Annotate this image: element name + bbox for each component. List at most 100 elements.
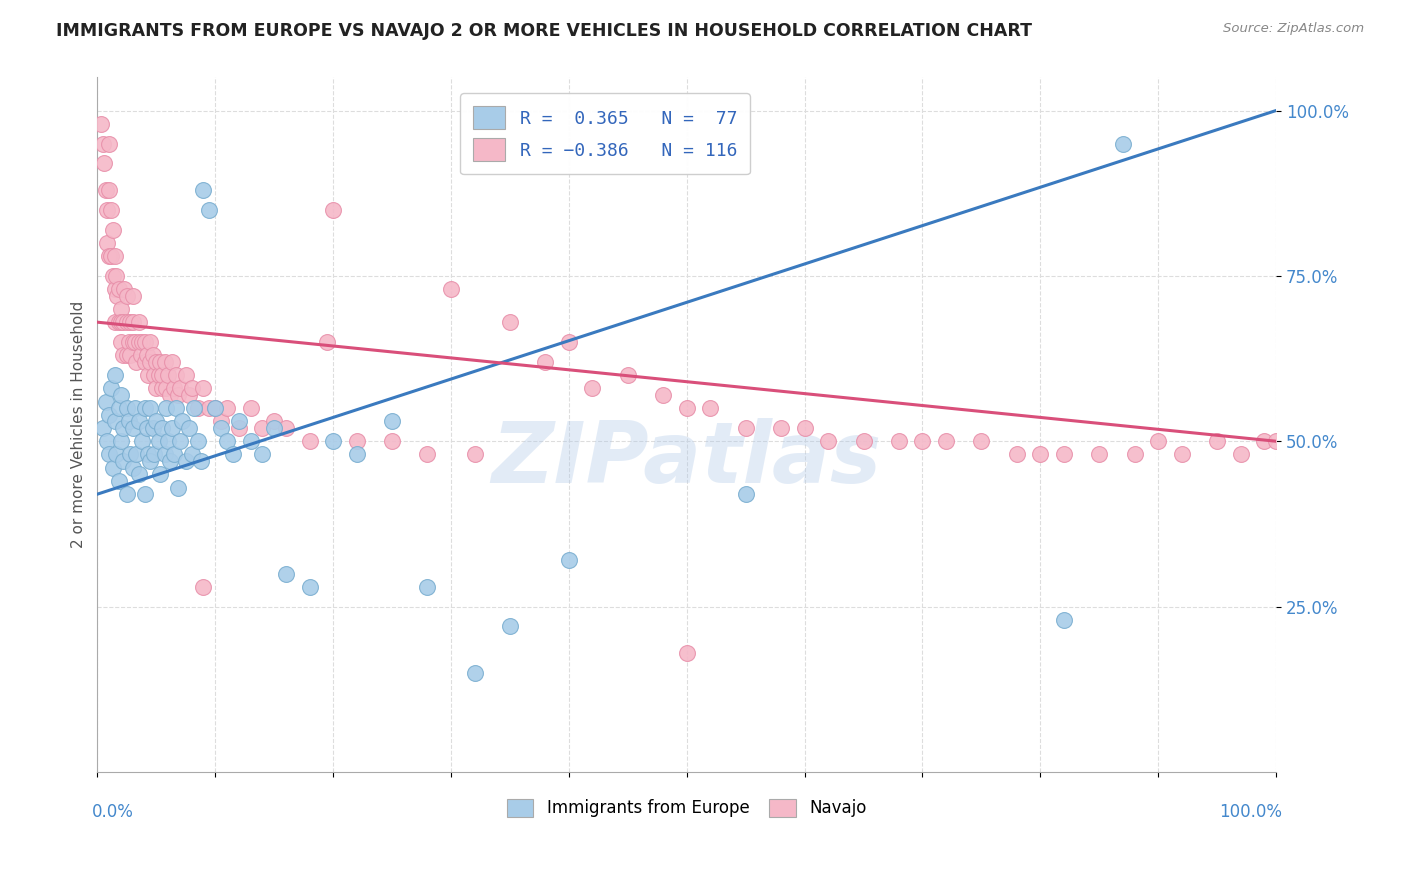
Point [464, 665, 486, 680]
Point [263, 421, 285, 435]
Point [110, 301, 132, 316]
Point [101, 222, 124, 236]
Point [239, 401, 262, 416]
Point [104, 414, 127, 428]
Point [107, 315, 129, 329]
Point [131, 334, 153, 349]
Point [125, 355, 148, 369]
Point [159, 388, 181, 402]
Point [157, 368, 180, 383]
Point [121, 289, 143, 303]
Point [852, 434, 875, 449]
Point [94, 183, 117, 197]
Point [104, 282, 127, 296]
Point [165, 368, 187, 383]
Point [652, 388, 675, 402]
Point [135, 421, 157, 435]
Point [381, 414, 404, 428]
Point [204, 401, 226, 416]
Point [215, 434, 238, 449]
Point [163, 447, 186, 461]
Point [150, 368, 173, 383]
Point [139, 401, 162, 416]
Point [96, 235, 118, 250]
Point [115, 289, 138, 303]
Point [150, 421, 173, 435]
Point [187, 401, 209, 416]
Point [104, 368, 127, 383]
Point [209, 414, 232, 428]
Point [120, 348, 142, 362]
Text: 100.0%: 100.0% [1219, 803, 1282, 822]
Point [174, 368, 197, 383]
Point [145, 355, 167, 369]
Point [121, 315, 143, 329]
Point [558, 334, 581, 349]
Point [105, 268, 128, 283]
Point [128, 414, 150, 428]
Point [157, 434, 180, 449]
Point [183, 401, 205, 416]
Point [174, 454, 197, 468]
Point [193, 183, 215, 197]
Point [298, 434, 321, 449]
Point [115, 487, 138, 501]
Point [1171, 447, 1194, 461]
Point [118, 414, 141, 428]
Point [139, 334, 162, 349]
Point [252, 421, 274, 435]
Point [617, 368, 640, 383]
Point [180, 381, 202, 395]
Point [228, 421, 250, 435]
Point [215, 401, 238, 416]
Point [112, 348, 135, 362]
Point [136, 447, 159, 461]
Point [91, 136, 114, 151]
Point [112, 315, 135, 329]
Point [98, 136, 121, 151]
Point [139, 454, 162, 468]
Point [112, 454, 135, 468]
Point [440, 282, 463, 296]
Point [105, 447, 128, 461]
Point [817, 434, 839, 449]
Point [1053, 613, 1076, 627]
Point [115, 315, 138, 329]
Point [239, 434, 262, 449]
Point [100, 249, 122, 263]
Point [110, 434, 132, 449]
Point [145, 381, 167, 395]
Point [1029, 447, 1052, 461]
Point [793, 421, 815, 435]
Point [121, 334, 143, 349]
Point [499, 619, 522, 633]
Point [101, 460, 124, 475]
Point [150, 381, 173, 395]
Point [1253, 434, 1275, 449]
Point [416, 447, 439, 461]
Point [911, 434, 934, 449]
Point [121, 421, 143, 435]
Point [125, 447, 148, 461]
Point [1005, 447, 1028, 461]
Point [166, 388, 188, 402]
Point [115, 348, 138, 362]
Point [346, 434, 368, 449]
Point [160, 421, 183, 435]
Point [734, 421, 756, 435]
Point [91, 421, 114, 435]
Point [98, 183, 121, 197]
Point [148, 434, 170, 449]
Point [129, 348, 152, 362]
Point [100, 381, 122, 395]
Point [274, 421, 297, 435]
Point [153, 447, 176, 461]
Point [769, 421, 792, 435]
Point [104, 249, 127, 263]
Point [107, 401, 129, 416]
Point [464, 447, 486, 461]
Point [134, 401, 156, 416]
Point [165, 401, 187, 416]
Point [112, 421, 135, 435]
Point [159, 454, 181, 468]
